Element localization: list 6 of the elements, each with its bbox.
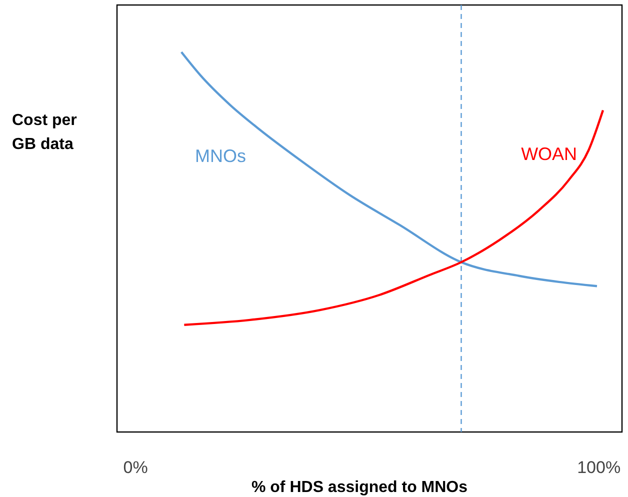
x-tick-label: 100% — [577, 458, 621, 477]
series-label: WOAN — [521, 144, 578, 164]
y-axis-title: Cost per GB data — [12, 112, 77, 153]
series-label: MNOs — [195, 146, 246, 166]
x-axis-title: % of HDS assigned to MNOs — [251, 479, 468, 496]
x-tick-label: 0% — [123, 458, 148, 477]
